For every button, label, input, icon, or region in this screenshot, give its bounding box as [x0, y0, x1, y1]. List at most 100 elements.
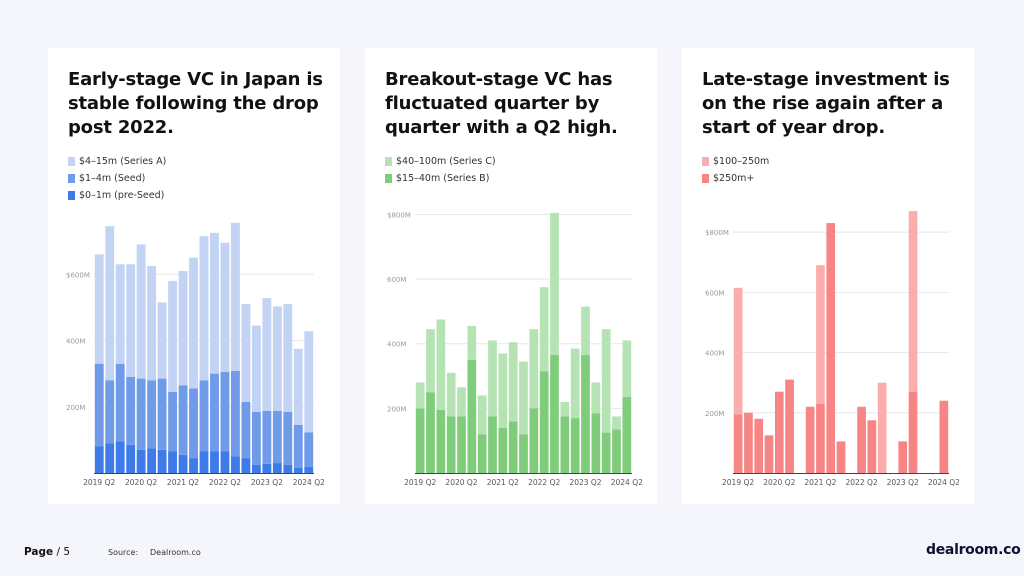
- late-stage-bar-segment: [908, 391, 918, 473]
- early-stage-bar-segment: [272, 463, 282, 473]
- breakout-stage-bar-segment: [508, 421, 518, 473]
- breakout-stage-x-tick-label: 2022 Q2: [528, 478, 560, 487]
- legend-label: $4–15m (Series A): [79, 155, 167, 167]
- breakout-stage-title: Breakout-stage VC has fluctuated quarter…: [385, 69, 618, 138]
- early-stage-bar-segment: [168, 451, 178, 473]
- late-stage-bar-segment: [785, 379, 794, 473]
- late-stage-bar-segment: [744, 412, 753, 473]
- breakout-stage-bar-segment: [591, 382, 601, 414]
- late-stage-bar-segment: [877, 382, 887, 473]
- legend-label: $15–40m (Series B): [396, 172, 490, 184]
- breakout-stage-x-tick-label: 2019 Q2: [404, 478, 436, 487]
- early-stage-bar-segment: [126, 264, 136, 377]
- breakout-stage-x-tick-label: 2020 Q2: [445, 478, 477, 487]
- breakout-stage-bar-segment: [570, 418, 580, 473]
- legend-swatch: [68, 156, 75, 166]
- brand-logo[interactable]: dealroom.co: [926, 542, 1021, 558]
- early-stage-bar-segment: [293, 348, 303, 425]
- breakout-stage-bar-segment: [622, 340, 632, 398]
- breakout-stage-bar-segment: [539, 371, 549, 473]
- legend-label: $0–1m (pre-Seed): [79, 189, 165, 201]
- breakout-stage-bar-segment: [560, 416, 570, 473]
- breakout-stage-bar-segment: [601, 329, 611, 433]
- late-stage-legend: $100–250m $250m+: [702, 154, 769, 188]
- early-stage-bar-segment: [178, 270, 188, 386]
- late-stage-bar-segment: [867, 420, 877, 473]
- early-stage-bar-segment: [230, 456, 240, 473]
- early-stage-bar-segment: [230, 222, 240, 371]
- early-stage-bar-segment: [136, 244, 146, 379]
- breakout-stage-chart: 200M 400M 600M $800M 2019 Q2 2020 Q2 2021 Q2 20…: [387, 211, 643, 487]
- early-stage-bar-segment: [157, 449, 167, 473]
- breakout-stage-bar-segment: [581, 306, 590, 356]
- page-label: Page: [24, 546, 54, 558]
- early-stage-bar-segment: [220, 451, 230, 473]
- breakout-stage-bar-segment: [446, 416, 456, 473]
- early-stage-bar-segment: [283, 464, 293, 473]
- breakout-stage-bar-segment: [436, 319, 446, 410]
- early-stage-bar-segment: [178, 454, 188, 473]
- late-stage-bar-segment: [898, 441, 908, 473]
- late-stage-bar-segment: [939, 400, 949, 473]
- early-stage-bar-segment: [272, 410, 282, 464]
- early-stage-x-tick-label: 2019 Q2: [83, 478, 115, 487]
- breakout-stage-bar-segment: [457, 416, 466, 473]
- early-stage-bar-segment: [189, 257, 198, 389]
- breakout-stage-x-tick-label: 2023 Q2: [569, 478, 601, 487]
- early-stage-bar-segment: [94, 363, 104, 447]
- legend-swatch: [702, 173, 709, 183]
- early-stage-bar-segment: [157, 378, 167, 450]
- late-stage-y-tick-label: $800M: [705, 229, 729, 237]
- early-stage-bar-segment: [115, 441, 125, 473]
- legend-swatch: [702, 156, 709, 166]
- early-stage-bar-segment: [189, 388, 198, 459]
- late-stage-y-tick-label: 200M: [705, 410, 724, 418]
- breakout-stage-bar-segment: [426, 392, 435, 473]
- early-stage-panel: Early-stage VC in Japan is stable follow…: [48, 48, 340, 504]
- late-stage-title: Late-stage investment is on the rise aga…: [702, 69, 950, 138]
- early-stage-bar-segment: [147, 265, 157, 381]
- early-stage-bar-segment: [210, 232, 219, 374]
- legend-item: $100–250m: [702, 154, 769, 168]
- early-stage-y-tick-label: 400M: [66, 338, 85, 346]
- legend-swatch: [68, 173, 75, 183]
- late-stage-x-tick-label: 2024 Q2: [928, 478, 960, 487]
- breakout-stage-bar-segment: [560, 401, 570, 417]
- early-stage-x-tick-label: 2024 Q2: [293, 478, 325, 487]
- early-stage-bar-segment: [126, 444, 136, 473]
- late-stage-panel: Late-stage investment is on the rise aga…: [682, 48, 974, 504]
- early-stage-bar-segment: [272, 306, 282, 411]
- early-stage-bar-segment: [304, 432, 314, 468]
- late-stage-bar-segment: [764, 435, 774, 473]
- early-stage-bar-segment: [262, 298, 272, 411]
- breakout-stage-bar-segment: [488, 416, 497, 473]
- early-stage-bar-segment: [230, 370, 240, 457]
- early-stage-legend: $4–15m (Series A) $1–4m (Seed) $0–1m (pre-…: [68, 154, 166, 205]
- breakout-stage-bar-segment: [477, 395, 487, 435]
- breakout-stage-panel: Breakout-stage VC has fluctuated quarter…: [365, 48, 657, 504]
- breakout-stage-bar-segment: [467, 325, 477, 360]
- legend-label: $40–100m (Series C): [396, 155, 496, 167]
- breakout-stage-y-tick-label: 400M: [387, 341, 406, 349]
- late-stage-bar-segment: [816, 265, 825, 404]
- late-stage-x-tick-label: 2021 Q2: [804, 478, 836, 487]
- late-stage-bar-segment: [908, 211, 918, 392]
- breakout-stage-bar-segment: [488, 340, 497, 417]
- breakout-stage-bar-segment: [498, 353, 508, 428]
- early-stage-bar-segment: [293, 424, 303, 469]
- early-stage-bar-segment: [220, 242, 230, 372]
- early-stage-y-tick-label: 200M: [66, 404, 85, 412]
- breakout-stage-y-tick-label: $800M: [387, 211, 411, 219]
- late-stage-bar-segment: [826, 223, 836, 473]
- early-stage-bar-segment: [241, 304, 251, 402]
- legend-swatch: [385, 173, 392, 183]
- early-stage-x-tick-label: 2022 Q2: [209, 478, 241, 487]
- breakout-stage-bar-segment: [457, 387, 466, 417]
- breakout-stage-bar-segment: [591, 413, 601, 473]
- early-stage-x-tick-label: 2020 Q2: [125, 478, 157, 487]
- early-stage-bar-segment: [94, 254, 104, 364]
- breakout-stage-legend: $40–100m (Series C) $15–40m (Series B): [385, 154, 496, 188]
- breakout-stage-bar-segment: [415, 382, 425, 409]
- legend-item: $40–100m (Series C): [385, 154, 496, 168]
- early-stage-title: Early-stage VC in Japan is stable follow…: [68, 69, 323, 138]
